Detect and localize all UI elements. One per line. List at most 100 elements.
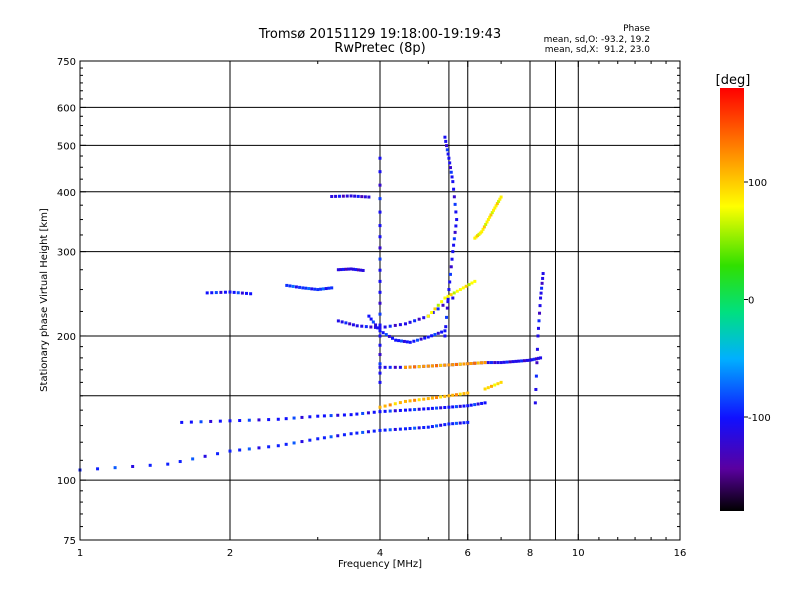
- echo-point: [417, 365, 421, 369]
- echo-point: [374, 323, 378, 327]
- echo-point: [378, 235, 382, 239]
- echo-point: [488, 215, 492, 219]
- echo-point: [413, 398, 417, 402]
- echo-point: [458, 392, 462, 396]
- echo-point: [489, 384, 493, 388]
- echo-point: [422, 397, 426, 401]
- x-tick-label: 8: [527, 548, 533, 559]
- echo-point: [451, 405, 455, 409]
- y-tick-label: 100: [57, 476, 76, 487]
- echo-point: [383, 365, 387, 369]
- echo-point: [433, 333, 437, 337]
- echo-point: [199, 420, 203, 424]
- echo-point: [481, 227, 485, 231]
- echo-point: [307, 287, 311, 291]
- echo-point: [417, 398, 421, 402]
- echo-point: [399, 339, 403, 343]
- echo-point: [446, 152, 450, 156]
- echo-point: [324, 287, 328, 291]
- echo-point: [383, 325, 387, 329]
- echo-point: [489, 361, 493, 365]
- echo-point: [236, 291, 240, 295]
- echo-point: [447, 363, 451, 367]
- echo-point: [480, 401, 484, 405]
- echo-point: [422, 407, 426, 411]
- echo-point: [360, 195, 364, 199]
- echo-point: [483, 387, 487, 391]
- echo-point: [530, 358, 534, 362]
- echo-point: [497, 199, 501, 203]
- echo-point: [361, 411, 365, 415]
- echo-point: [383, 428, 387, 432]
- echo-point: [458, 288, 462, 292]
- echo-point: [493, 383, 497, 387]
- echo-point: [453, 230, 457, 234]
- echo-point: [536, 326, 540, 330]
- echo-point: [476, 361, 480, 365]
- echo-point: [378, 329, 382, 333]
- echo-point: [330, 286, 334, 290]
- echo-point: [336, 413, 340, 417]
- echo-point: [446, 300, 450, 304]
- echo-point: [514, 359, 518, 363]
- echo-point: [422, 364, 426, 368]
- echo-point: [445, 315, 449, 319]
- echo-point: [536, 356, 540, 360]
- echo-point: [394, 338, 398, 342]
- echo-point: [360, 324, 364, 328]
- echo-point: [448, 272, 452, 276]
- echo-point: [178, 460, 182, 464]
- echo-point: [452, 243, 456, 247]
- echo-point: [454, 405, 458, 409]
- echo-point: [378, 197, 382, 201]
- y-tick-label: 500: [57, 141, 76, 152]
- echo-point: [496, 382, 500, 386]
- echo-point: [448, 280, 452, 284]
- echo-point: [376, 326, 380, 330]
- echo-point: [412, 339, 416, 343]
- echo-point: [378, 312, 382, 316]
- echo-point: [378, 365, 382, 369]
- echo-point: [367, 195, 371, 199]
- echo-point: [447, 394, 451, 398]
- echo-point: [435, 406, 439, 410]
- echo-point: [495, 202, 499, 206]
- echo-point: [484, 222, 488, 226]
- echo-point: [466, 362, 470, 366]
- echo-point: [408, 426, 412, 430]
- echo-point: [339, 268, 343, 272]
- echo-point: [276, 417, 280, 421]
- echo-point: [228, 290, 232, 294]
- echo-point: [388, 428, 392, 432]
- echo-point: [408, 340, 412, 344]
- echo-point: [440, 330, 444, 334]
- echo-point: [322, 414, 326, 418]
- echo-point: [443, 135, 447, 139]
- echo-point: [369, 317, 373, 321]
- echo-point: [466, 391, 470, 395]
- colorbar-label: [deg]: [716, 73, 751, 88]
- echo-point: [462, 421, 466, 425]
- echo-point: [257, 418, 261, 422]
- echo-point: [372, 410, 376, 414]
- echo-point: [378, 323, 382, 327]
- echo-point: [435, 364, 439, 368]
- echo-point: [391, 336, 395, 340]
- echo-point: [440, 300, 444, 304]
- echo-point: [316, 437, 320, 441]
- axis-ticks: 1 2 4 6 8 10 16 75 100 200 300 400 500 600 750: [57, 57, 686, 559]
- echo-point: [166, 462, 170, 466]
- echo-point: [525, 358, 529, 362]
- echo-point: [336, 434, 340, 438]
- echo-point: [426, 364, 430, 368]
- echo-point: [445, 306, 449, 310]
- chart-title: Tromsø 20151129 19:18:00-19:19:43: [258, 27, 502, 42]
- echo-point: [443, 363, 447, 367]
- echo-point: [451, 393, 455, 397]
- echo-point: [321, 287, 325, 291]
- colorbar-ticks: 100 0 -100: [744, 178, 771, 424]
- echo-point: [345, 194, 349, 198]
- echo-point: [443, 329, 447, 333]
- echo-point: [342, 433, 346, 437]
